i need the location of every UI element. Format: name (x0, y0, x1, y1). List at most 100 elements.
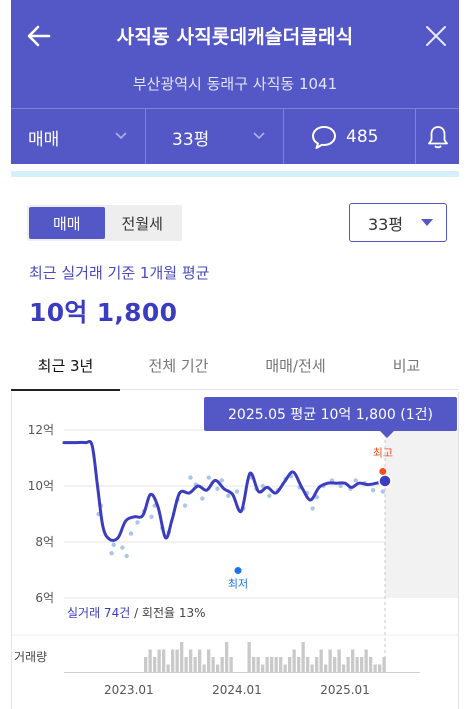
high-marker (379, 467, 387, 475)
volume-bar (166, 664, 170, 672)
trade-dot (260, 483, 266, 489)
trade-dot (149, 514, 154, 519)
y-tick-label: 6억 (35, 591, 54, 605)
volume-bar (148, 649, 152, 672)
size-select-value: 33평 (368, 214, 404, 234)
chevron-down-icon (253, 132, 265, 140)
size-dropdown[interactable]: 33평 (146, 109, 284, 165)
tab-compare[interactable]: 비교 (392, 356, 421, 375)
volume-bar (207, 649, 211, 672)
volume-bar (288, 657, 292, 672)
volume-bar (198, 649, 202, 672)
period-tabs: 최근 3년 전체 기간 매매/전세 비교 (11, 340, 459, 391)
trade-dot (200, 496, 205, 501)
trade-dot (353, 478, 359, 483)
trade-dot (226, 493, 231, 498)
back-arrow-icon[interactable] (25, 22, 53, 50)
trade-dot (219, 478, 224, 483)
volume-bar (279, 657, 283, 672)
volume-bar (333, 657, 337, 672)
notification-button[interactable] (416, 109, 459, 165)
trade-dot (124, 553, 129, 559)
x-tick-label: 2023.01 (104, 683, 154, 697)
volume-bar (270, 657, 274, 672)
volume-bar (229, 657, 233, 672)
comment-count: 485 (346, 127, 379, 147)
turnover-rate: / 회전율 13% (130, 606, 206, 620)
volume-bar (373, 664, 377, 672)
segment-rent[interactable]: 전월세 (121, 214, 163, 233)
volume-bar (247, 642, 251, 672)
volume-label: 거래량 (14, 650, 47, 664)
trade-dot (267, 493, 272, 498)
y-tick-label: 12억 (28, 423, 54, 437)
segment-sale[interactable]: 매매 (29, 207, 105, 239)
volume-bar (346, 657, 350, 672)
latest-point (378, 474, 392, 488)
volume-bar (216, 664, 220, 672)
volume-bar (220, 657, 224, 672)
chevron-down-icon (115, 132, 127, 140)
trade-dot (370, 488, 376, 493)
trade-dot (111, 542, 116, 547)
volume-bar (162, 649, 166, 672)
volume-bar (171, 649, 175, 672)
chart-footnote: 실거래 74건 / 회전율 13% (67, 604, 206, 621)
tab-all-period[interactable]: 전체 기간 (148, 356, 209, 375)
volume-bar (252, 657, 256, 672)
trade-type-label: 매매 (28, 129, 60, 150)
trade-dot (314, 495, 320, 500)
volume-bar (225, 642, 229, 672)
volume-bar (319, 649, 323, 672)
trade-dot (120, 545, 125, 550)
volume-bar (369, 657, 373, 672)
y-tick-label: 8억 (35, 535, 54, 549)
trade-dot (310, 506, 315, 511)
tab-sale-vs-rent[interactable]: 매매/전세 (265, 356, 326, 375)
app-header: 사직동 사직롯데캐슬더클래식 부산광역시 동래구 사직동 1041 매매 33평… (11, 0, 459, 165)
volume-bar (378, 664, 382, 672)
x-tick-label: 2024.01 (212, 683, 262, 697)
trade-type-dropdown[interactable]: 매매 (11, 109, 146, 165)
low-marker (234, 567, 242, 575)
volume-bar (301, 642, 305, 672)
volume-bar (310, 664, 314, 672)
volume-bar (144, 657, 148, 672)
volume-bar (175, 649, 179, 672)
volume-bar (292, 649, 296, 672)
trade-dot (109, 551, 114, 556)
low-label: 최저 (228, 578, 248, 591)
close-icon[interactable] (423, 23, 449, 49)
future-region (385, 428, 458, 598)
header-divider (11, 171, 459, 177)
trade-dot (135, 520, 140, 525)
trade-dot (182, 503, 188, 508)
volume-bar (351, 649, 355, 672)
volume-bar (342, 664, 346, 672)
trade-dot (380, 489, 386, 494)
volume-bar (382, 657, 386, 672)
trade-dot (338, 483, 343, 489)
size-select[interactable]: 33평 (349, 203, 447, 242)
comments-button[interactable]: 485 (284, 109, 416, 165)
volume-bar (337, 649, 341, 672)
price-line (62, 439, 387, 542)
caret-down-icon (421, 219, 433, 226)
trade-dot (206, 475, 212, 480)
x-tick-label: 2025.01 (320, 683, 370, 697)
volume-bar (153, 657, 157, 672)
tab-recent-3y[interactable]: 최근 3년 (11, 340, 120, 391)
chart-frame-left (11, 392, 12, 709)
header-filter-bar: 매매 33평 485 (11, 108, 459, 165)
speech-bubble-icon (312, 126, 336, 149)
average-price: 10억 1,800 (29, 298, 178, 327)
deal-count: 실거래 74건 (67, 606, 131, 620)
size-label: 33평 (172, 129, 210, 150)
volume-bar (256, 657, 260, 672)
volume-bar (364, 649, 368, 672)
address: 부산광역시 동래구 사직동 1041 (132, 75, 338, 93)
volume-bar (306, 657, 310, 672)
volume-bar (274, 657, 278, 672)
volume-bar (211, 657, 215, 672)
